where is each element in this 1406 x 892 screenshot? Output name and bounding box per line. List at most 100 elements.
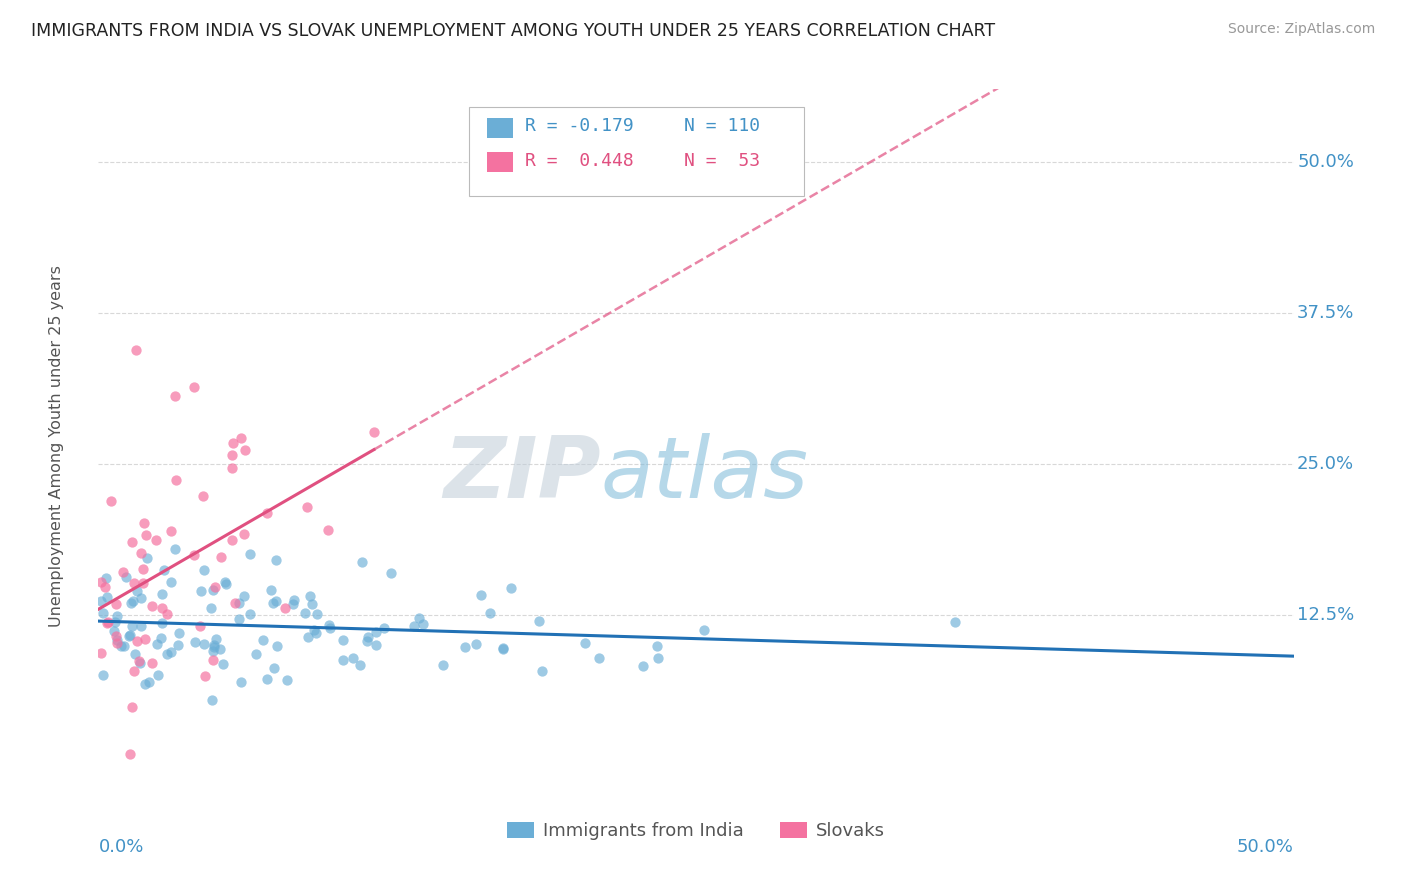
Text: 0.0%: 0.0%	[98, 838, 143, 856]
Point	[160, 524, 183, 538]
Point	[169, 625, 191, 640]
Point	[380, 566, 402, 581]
Point	[357, 630, 380, 644]
Point	[221, 533, 243, 548]
Point	[264, 593, 287, 607]
Point	[266, 639, 288, 653]
Point	[120, 596, 142, 610]
Point	[274, 600, 297, 615]
Point	[479, 606, 502, 620]
Legend: Immigrants from India, Slovaks: Immigrants from India, Slovaks	[499, 814, 893, 847]
Point	[229, 431, 252, 445]
Text: N = 110: N = 110	[685, 118, 761, 136]
Point	[193, 563, 215, 577]
Point	[373, 621, 395, 635]
Point	[122, 593, 145, 607]
Point	[318, 618, 340, 632]
Point	[350, 555, 373, 569]
Point	[294, 606, 316, 620]
Point	[134, 632, 156, 647]
Point	[121, 699, 143, 714]
Point	[492, 642, 515, 657]
Point	[212, 657, 235, 671]
Point	[90, 575, 112, 590]
Point	[943, 615, 966, 630]
Point	[138, 675, 160, 690]
Point	[252, 632, 274, 647]
Point	[122, 576, 145, 591]
Point	[128, 654, 150, 668]
Point	[156, 647, 179, 661]
Point	[307, 607, 329, 621]
Point	[239, 547, 262, 561]
Point	[245, 647, 267, 661]
Text: 50.0%: 50.0%	[1237, 838, 1294, 856]
Point	[191, 489, 214, 503]
Point	[166, 638, 188, 652]
Point	[184, 634, 207, 648]
Point	[104, 597, 127, 611]
Point	[221, 461, 243, 475]
Point	[128, 656, 150, 670]
Point	[233, 443, 256, 458]
Point	[499, 582, 522, 596]
Point	[492, 641, 515, 656]
Point	[94, 571, 117, 585]
Point	[470, 588, 492, 602]
Point	[125, 633, 148, 648]
Point	[105, 636, 128, 650]
Point	[356, 633, 378, 648]
Point	[150, 632, 173, 646]
Point	[124, 664, 146, 678]
Point	[201, 693, 224, 707]
Point	[124, 647, 146, 661]
Point	[208, 642, 231, 657]
Point	[91, 668, 114, 682]
Point	[647, 651, 669, 665]
Point	[256, 506, 278, 520]
Point	[259, 583, 281, 598]
Point	[527, 614, 550, 628]
Point	[204, 638, 226, 652]
Point	[693, 623, 716, 637]
Point	[125, 343, 148, 357]
Point	[104, 615, 127, 629]
Point	[276, 673, 298, 687]
Text: 12.5%: 12.5%	[1298, 607, 1354, 624]
Point	[107, 632, 129, 647]
Point	[301, 597, 323, 611]
Point	[298, 589, 321, 603]
Point	[233, 589, 256, 603]
Point	[209, 549, 232, 564]
Point	[194, 669, 217, 683]
Text: atlas: atlas	[600, 433, 808, 516]
Point	[363, 425, 385, 440]
Point	[136, 551, 159, 566]
Point	[105, 629, 128, 643]
Point	[404, 619, 426, 633]
Point	[146, 668, 169, 682]
Point	[332, 653, 354, 667]
Point	[264, 553, 287, 567]
Point	[202, 640, 225, 655]
Point	[156, 607, 179, 621]
Point	[91, 606, 114, 620]
Point	[90, 594, 112, 608]
Point	[96, 615, 118, 630]
Point	[153, 563, 176, 577]
Point	[408, 611, 430, 625]
Point	[160, 575, 183, 590]
Point	[574, 636, 596, 650]
Point	[135, 527, 157, 541]
Point	[94, 580, 117, 594]
Point	[145, 533, 167, 548]
Point	[349, 657, 371, 672]
Point	[90, 647, 112, 661]
Point	[295, 500, 318, 514]
Point	[97, 615, 120, 629]
Point	[118, 629, 141, 643]
Point	[103, 624, 125, 638]
Point	[132, 562, 155, 576]
Point	[141, 656, 163, 670]
Point	[366, 638, 388, 652]
